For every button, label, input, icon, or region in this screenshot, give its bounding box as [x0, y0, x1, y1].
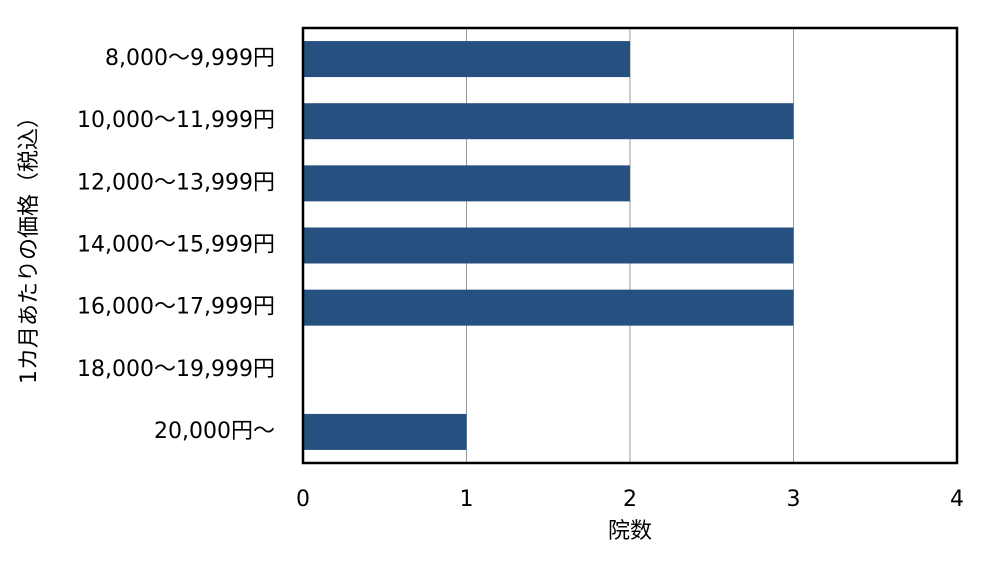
bar	[303, 227, 794, 264]
y-tick-label: 18,000～19,999円	[77, 357, 275, 382]
y-tick-label: 20,000円～	[154, 419, 275, 444]
x-tick-label: 1	[460, 487, 474, 512]
y-tick-label: 14,000～15,999円	[77, 233, 275, 258]
x-tick-label: 4	[950, 487, 964, 512]
y-axis-label: 1カ月あたりの価格（税込）	[17, 106, 42, 384]
bar	[303, 413, 467, 450]
y-tick-label: 12,000～13,999円	[77, 170, 275, 195]
x-tick-label: 2	[623, 487, 637, 512]
bar	[303, 103, 794, 140]
x-axis-label: 院数	[608, 519, 652, 544]
bar	[303, 165, 630, 202]
y-tick-label: 10,000～11,999円	[77, 108, 275, 133]
y-tick-label: 8,000～9,999円	[105, 46, 275, 71]
bar	[303, 289, 794, 326]
plot-frame	[301, 26, 959, 465]
y-tick-label: 16,000～17,999円	[77, 295, 275, 320]
x-tick-label: 3	[787, 487, 801, 512]
x-tick-label: 0	[296, 487, 310, 512]
bar	[303, 41, 630, 78]
